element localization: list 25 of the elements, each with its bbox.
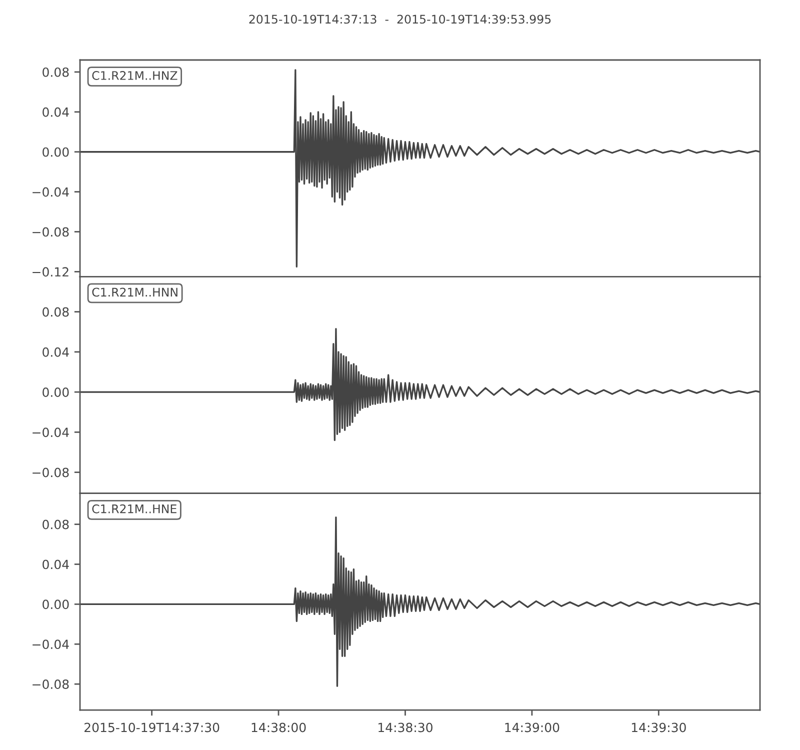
x-tick-label: 14:39:30 xyxy=(632,722,686,732)
y-tick-label: 0.04 xyxy=(42,560,69,570)
y-tick-label: −0.08 xyxy=(32,468,69,478)
y-tick-label: 0.08 xyxy=(42,307,69,317)
y-tick-label: −0.08 xyxy=(32,227,69,237)
chart-title: 2015-10-19T14:37:13 - 2015-10-19T14:39:53.995 xyxy=(249,14,551,24)
y-tick-label: 0.08 xyxy=(42,520,69,530)
y-tick-label: −0.04 xyxy=(32,187,69,197)
annotation: C1.R21M..HNE xyxy=(92,504,176,514)
y-tick-label: −0.04 xyxy=(32,428,69,438)
y-tick-label: 0.08 xyxy=(42,67,69,77)
y-tick-label: −0.08 xyxy=(32,680,69,689)
y-tick-label: 0.00 xyxy=(42,388,69,397)
y-tick-label: −0.04 xyxy=(32,640,69,650)
x-tick-label: 2015-10-19T14:37:30 xyxy=(84,722,220,732)
x-tick-label: 14:38:00 xyxy=(252,722,306,732)
y-tick-label: 0.00 xyxy=(42,600,69,610)
y-tick-label: 0.04 xyxy=(42,107,69,117)
y-tick-label: 0.04 xyxy=(42,347,69,357)
y-tick-label: 0.00 xyxy=(42,147,69,157)
x-tick-label: 14:39:00 xyxy=(505,722,560,732)
annotation: C1.R21M..HNZ xyxy=(92,71,178,80)
x-tick-label: 14:38:30 xyxy=(378,722,432,732)
y-tick-label: −0.12 xyxy=(32,267,68,277)
annotation: C1.R21M..HNN xyxy=(92,288,178,297)
